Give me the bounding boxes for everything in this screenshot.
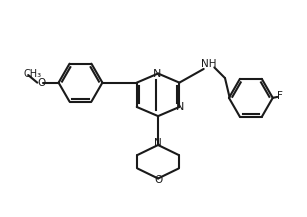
Text: CH₃: CH₃ [24,69,42,79]
Text: O: O [38,78,46,88]
Text: F: F [277,91,282,101]
Text: N: N [176,102,184,112]
Text: N: N [153,69,162,79]
Text: O: O [154,175,162,185]
Text: N: N [154,138,162,148]
Text: NH: NH [200,59,216,69]
